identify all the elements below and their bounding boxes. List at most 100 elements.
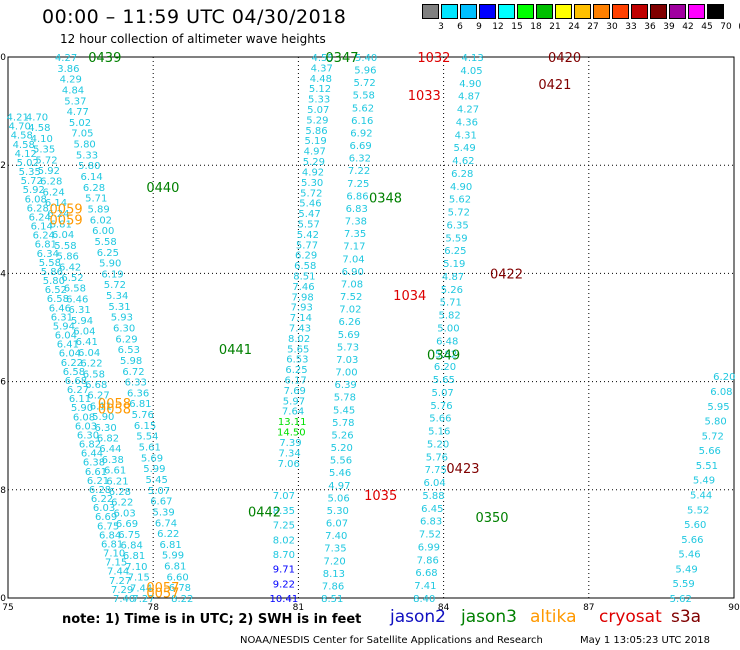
wave-height-value: 6.02 — [90, 215, 112, 226]
wave-height-value: 6.38 — [83, 458, 105, 469]
scale-swatch — [650, 4, 667, 19]
wave-height-value: 6.84 — [99, 530, 121, 541]
pass-label: 0058 — [98, 403, 131, 418]
wave-height-value: 5.37 — [64, 96, 86, 107]
wave-height-value: 4.58 — [28, 123, 50, 134]
wave-height-value: 7.04 — [342, 254, 364, 265]
pass-label: 0347 — [325, 51, 358, 66]
wave-height-value: 6.61 — [85, 467, 107, 478]
wave-height-value: 4.77 — [67, 107, 89, 118]
wave-height-value: 5.86 — [57, 252, 79, 263]
wave-height-value: 6.22 — [91, 494, 113, 505]
wave-height-value: 6.36 — [127, 388, 149, 399]
wave-height-value: 6.42 — [59, 262, 81, 273]
wave-height-value: 5.19 — [443, 259, 465, 270]
wave-height-value: 7.39 — [279, 438, 301, 449]
wave-height-value: 6.22 — [61, 358, 83, 369]
wave-height-value: 7.44 — [107, 567, 129, 578]
wave-height-value: 5.40 — [355, 53, 377, 64]
pass-label: 1034 — [393, 289, 426, 304]
wave-height-value: 5.33 — [308, 95, 330, 106]
scale-swatch — [422, 4, 439, 19]
wave-height-value: 7.75 — [425, 465, 447, 476]
wave-height-value: 5.62 — [449, 195, 471, 206]
wave-height-value: 5.76 — [426, 452, 448, 463]
wave-height-value: 14.50 — [277, 428, 306, 439]
wave-height-value: 6.58 — [47, 294, 69, 305]
wave-height-value: 8.70 — [273, 550, 295, 561]
wave-height-value: 6.81 — [123, 551, 145, 562]
wave-height-value: 4.27 — [457, 105, 479, 116]
wave-height-value: 6.04 — [78, 348, 100, 359]
wave-height-value: 5.20 — [427, 439, 449, 450]
wave-height-value: 6.22 — [157, 529, 179, 540]
wave-height-value: 8.40 — [413, 594, 435, 605]
wave-height-value: 7.25 — [273, 521, 295, 532]
wave-height-value: 6.69 — [350, 141, 372, 152]
wave-height-value: 5.51 — [696, 461, 718, 472]
wave-height-value: 4.70 — [9, 122, 31, 133]
wave-height-value: 6.44 — [81, 449, 103, 460]
wave-height-value: 7.44 — [130, 583, 152, 594]
wave-height-value: 4.29 — [60, 75, 82, 86]
wave-height-value: 4.70 — [26, 113, 48, 124]
wave-height-value: 6.16 — [351, 116, 373, 127]
wave-height-value: 5.39 — [153, 507, 175, 518]
wave-height-value: 5.66 — [429, 414, 451, 425]
wave-height-value: 6.22 — [111, 498, 133, 509]
wave-height-value: 5.06 — [327, 493, 349, 504]
y-tick-label: -8 — [0, 486, 6, 496]
wave-height-value: 5.07 — [307, 105, 329, 116]
wave-height-value: 4.31 — [455, 130, 477, 141]
wave-height-value: 6.90 — [342, 267, 364, 278]
wave-height-value: 5.62 — [352, 103, 374, 114]
wave-height-value: 6.69 — [116, 519, 138, 530]
scale-label: 33 — [625, 22, 637, 32]
wave-height-value: 8.51 — [293, 271, 315, 282]
wave-height-value: 5.90 — [92, 412, 114, 423]
scale-label: 39 — [663, 22, 675, 32]
wave-height-value: 4.37 — [311, 63, 333, 74]
wave-height-value: 5.90 — [71, 403, 93, 414]
scale-swatch — [479, 4, 496, 19]
wave-height-value: 4.58 — [11, 131, 33, 142]
wave-height-value: 7.34 — [278, 448, 300, 459]
wave-height-value: 6.28 — [89, 485, 111, 496]
wave-height-value: 6.46 — [66, 294, 88, 305]
scale-label: (ft) — [734, 22, 740, 32]
scale-label: 15 — [511, 22, 523, 32]
pass-label: 1035 — [364, 489, 397, 504]
wave-height-value: 6.58 — [83, 369, 105, 380]
scale-label: 45 — [701, 22, 713, 32]
wave-height-value: 6.81 — [159, 540, 181, 551]
legend-cryosat: cryosat — [599, 607, 662, 627]
wave-height-value: 6.52 — [61, 273, 83, 284]
wave-height-value: 5.80 — [43, 276, 65, 287]
wave-height-value: 6.28 — [83, 183, 105, 194]
scale-swatch — [688, 4, 705, 19]
wave-height-value: 5.80 — [78, 161, 100, 172]
wave-height-value: 5.97 — [283, 396, 305, 407]
wave-height-value: 6.21 — [106, 476, 128, 487]
wave-height-value: 7.03 — [336, 355, 358, 366]
x-tick-label: 81 — [293, 603, 304, 613]
wave-height-value: 6.08 — [710, 387, 732, 398]
pass-label: 0058 — [98, 397, 131, 412]
wave-height-value: 5.26 — [331, 430, 353, 441]
wave-height-value: 6.03 — [75, 421, 97, 432]
wave-height-value: 5.82 — [438, 311, 460, 322]
wave-height-value: 6.32 — [349, 154, 371, 165]
wave-height-value: 6.53 — [286, 355, 308, 366]
wave-height-value: 4.84 — [62, 85, 84, 96]
wave-height-value: 5.65 — [433, 375, 455, 386]
legend-altika: altika — [530, 607, 577, 627]
pass-label: 0423 — [446, 462, 479, 477]
wave-height-value: 6.38 — [102, 455, 124, 466]
wave-height-value: 5.30 — [301, 178, 323, 189]
scale-swatch — [707, 4, 724, 19]
scale-swatch — [441, 4, 458, 19]
wave-height-value: 5.59 — [445, 233, 467, 244]
pass-label: 1033 — [408, 89, 441, 104]
pass-label: 0422 — [490, 267, 523, 282]
